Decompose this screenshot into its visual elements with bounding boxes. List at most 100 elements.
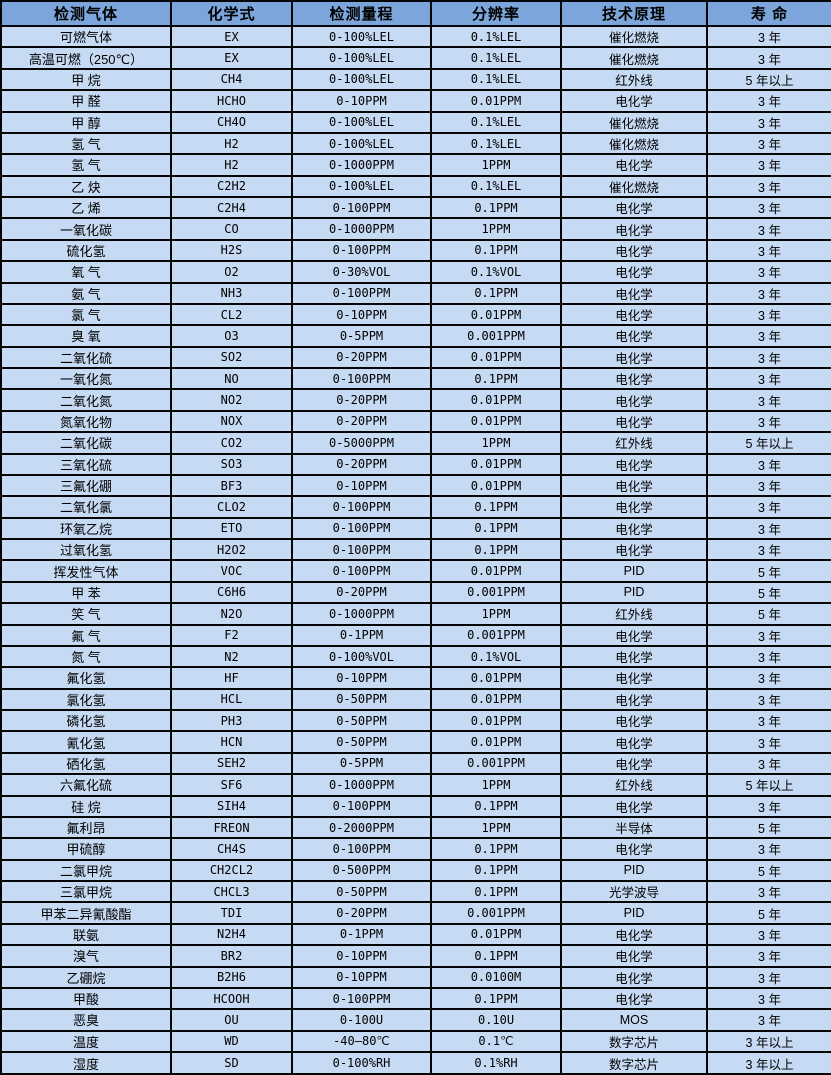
cell-formula: H2O2 xyxy=(170,537,293,562)
table-row: 六氟化硫 SF6 0-1000PPM 1PPM 红外线 5 年以上 xyxy=(0,773,831,797)
cell-gas: 氧 气 xyxy=(0,260,172,284)
cell-principle: 数字芯片 xyxy=(560,1029,708,1054)
table-row: 甲 苯 C6H6 0-20PPM 0.001PPM PID 5 年 xyxy=(0,580,831,605)
cell-lifespan: 3 年 xyxy=(706,922,831,947)
cell-gas: 氟化氢 xyxy=(0,666,172,690)
cell-lifespan: 3 年 xyxy=(706,687,831,712)
cell-resolution: 0.1PPM xyxy=(430,366,562,391)
cell-formula: SF6 xyxy=(170,773,293,797)
cell-formula: HF xyxy=(170,666,293,690)
cell-gas: 湿度 xyxy=(0,1051,172,1075)
cell-formula: HCN xyxy=(170,730,293,754)
cell-lifespan: 3 年 xyxy=(706,281,831,305)
cell-formula: H2 xyxy=(170,153,293,177)
cell-lifespan: 3 年 xyxy=(706,174,831,199)
cell-resolution: 0.1%VOL xyxy=(430,260,562,284)
cell-gas: 三氯甲烷 xyxy=(0,879,172,904)
cell-formula: BF3 xyxy=(170,473,293,498)
cell-formula: O3 xyxy=(170,324,293,348)
cell-resolution: 0.1PPM xyxy=(430,495,562,519)
table-row: 臭 氧 O3 0-5PPM 0.001PPM 电化学 3 年 xyxy=(0,324,831,348)
cell-resolution: 0.1PPM xyxy=(430,879,562,904)
cell-range: -40—80℃ xyxy=(291,1029,432,1054)
cell-resolution: 0.1PPM xyxy=(430,944,562,968)
cell-gas: 氰化氢 xyxy=(0,730,172,754)
cell-formula: B2H6 xyxy=(170,965,293,989)
cell-range: 0-10PPM xyxy=(291,965,432,989)
cell-lifespan: 5 年 xyxy=(706,901,831,925)
table-row: 溴气 BR2 0-10PPM 0.1PPM 电化学 3 年 xyxy=(0,944,831,968)
table-row: 二氧化碳 CO2 0-5000PPM 1PPM 红外线 5 年以上 xyxy=(0,431,831,455)
table-row: 甲苯二异氰酸酯 TDI 0-20PPM 0.001PPM PID 5 年 xyxy=(0,901,831,925)
cell-range: 0-10PPM xyxy=(291,944,432,968)
table-row: 一氧化氮 NO 0-100PPM 0.1PPM 电化学 3 年 xyxy=(0,366,831,391)
cell-range: 0-100PPM xyxy=(291,195,432,220)
cell-formula: SD xyxy=(170,1051,293,1075)
cell-lifespan: 5 年以上 xyxy=(706,773,831,797)
cell-lifespan: 3 年 xyxy=(706,217,831,241)
cell-principle: PID xyxy=(560,559,708,583)
cell-formula: TDI xyxy=(170,901,293,925)
cell-lifespan: 3 年 xyxy=(706,516,831,541)
cell-resolution: 0.001PPM xyxy=(430,751,562,776)
cell-gas: 氢 气 xyxy=(0,131,172,156)
cell-principle: 半导体 xyxy=(560,815,708,840)
cell-formula: H2S xyxy=(170,238,293,263)
cell-gas: 六氟化硫 xyxy=(0,773,172,797)
cell-principle: 电化学 xyxy=(560,794,708,818)
cell-formula: O2 xyxy=(170,260,293,284)
cell-gas: 二氯甲烷 xyxy=(0,858,172,883)
cell-principle: 电化学 xyxy=(560,302,708,327)
cell-principle: 电化学 xyxy=(560,837,708,861)
table-header: 检测气体 化学式 检测量程 分辨率 技术原理 寿 命 xyxy=(0,0,831,27)
table-row: 氢 气 H2 0-100%LEL 0.1%LEL 催化燃烧 3 年 xyxy=(0,131,831,156)
cell-resolution: 1PPM xyxy=(430,602,562,626)
col-header-resolution: 分辨率 xyxy=(430,0,562,27)
cell-resolution: 1PPM xyxy=(430,773,562,797)
cell-resolution: 0.01PPM xyxy=(430,922,562,947)
cell-range: 0-5000PPM xyxy=(291,431,432,455)
cell-range: 0-100U xyxy=(291,1008,432,1032)
cell-principle: 电化学 xyxy=(560,217,708,241)
cell-resolution: 0.1PPM xyxy=(430,794,562,818)
cell-principle: 电化学 xyxy=(560,238,708,263)
col-header-lifespan: 寿 命 xyxy=(706,0,831,27)
cell-gas: 氨 气 xyxy=(0,281,172,305)
table-row: 一氧化碳 CO 0-1000PPM 1PPM 电化学 3 年 xyxy=(0,217,831,241)
cell-principle: 电化学 xyxy=(560,153,708,177)
cell-range: 0-100PPM xyxy=(291,537,432,562)
cell-range: 0-20PPM xyxy=(291,901,432,925)
table-row: 高温可燃（250℃） EX 0-100%LEL 0.1%LEL 催化燃烧 3 年 xyxy=(0,46,831,70)
cell-principle: 电化学 xyxy=(560,495,708,519)
cell-formula: C2H4 xyxy=(170,195,293,220)
cell-range: 0-5PPM xyxy=(291,751,432,776)
cell-lifespan: 3 年 xyxy=(706,879,831,904)
cell-range: 0-100%LEL xyxy=(291,131,432,156)
cell-lifespan: 3 年 xyxy=(706,388,831,412)
cell-resolution: 0.1PPM xyxy=(430,837,562,861)
cell-range: 0-50PPM xyxy=(291,687,432,712)
cell-gas: 可燃气体 xyxy=(0,24,172,49)
table-row: 氰化氢 HCN 0-50PPM 0.01PPM 电化学 3 年 xyxy=(0,730,831,754)
table-row: 二氧化硫 SO2 0-20PPM 0.01PPM 电化学 3 年 xyxy=(0,345,831,370)
cell-gas: 过氧化氢 xyxy=(0,537,172,562)
cell-range: 0-20PPM xyxy=(291,580,432,605)
cell-gas: 氯 气 xyxy=(0,302,172,327)
cell-range: 0-100PPM xyxy=(291,794,432,818)
cell-lifespan: 5 年 xyxy=(706,858,831,883)
cell-range: 0-1000PPM xyxy=(291,217,432,241)
cell-resolution: 0.0100M xyxy=(430,965,562,989)
cell-lifespan: 3 年 xyxy=(706,238,831,263)
cell-gas: 温度 xyxy=(0,1029,172,1054)
cell-lifespan: 3 年 xyxy=(706,623,831,647)
cell-resolution: 0.1PPM xyxy=(430,858,562,883)
cell-principle: 电化学 xyxy=(560,89,708,113)
cell-gas: 三氧化硫 xyxy=(0,452,172,476)
cell-principle: 红外线 xyxy=(560,602,708,626)
cell-gas: 笑 气 xyxy=(0,602,172,626)
cell-principle: PID xyxy=(560,858,708,883)
cell-formula: BR2 xyxy=(170,944,293,968)
cell-formula: F2 xyxy=(170,623,293,647)
cell-gas: 联氨 xyxy=(0,922,172,947)
table-row: 氯 气 CL2 0-10PPM 0.01PPM 电化学 3 年 xyxy=(0,302,831,327)
